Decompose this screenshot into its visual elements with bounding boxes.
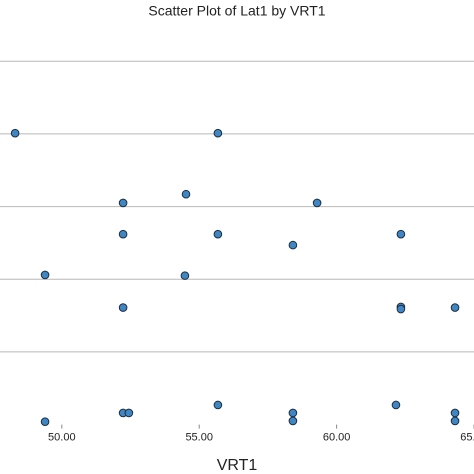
point: [288, 240, 298, 250]
point: [181, 189, 191, 199]
point: [180, 271, 190, 280]
point: [391, 400, 401, 410]
x-tick-label: 55.00: [185, 432, 213, 444]
chart-title: Scatter Plot of Lat1 by VRT1: [148, 3, 325, 19]
point: [288, 416, 298, 426]
point: [118, 198, 128, 208]
point: [213, 400, 223, 410]
point: [396, 304, 406, 314]
point: [213, 229, 223, 239]
point: [40, 417, 50, 426]
point: [10, 128, 20, 138]
x-axis-label: VRT1: [217, 457, 258, 474]
point: [450, 408, 460, 418]
point: [396, 229, 406, 239]
point: [450, 416, 460, 426]
point: [213, 128, 223, 138]
x-tick-label: 50.00: [48, 432, 76, 444]
point: [288, 408, 298, 418]
point: [312, 198, 322, 208]
point: [450, 303, 460, 312]
x-tick-label: 60.00: [323, 432, 351, 444]
point: [124, 408, 134, 418]
point: [118, 229, 128, 239]
x-tick-label: 65.00: [460, 432, 474, 444]
point: [118, 303, 128, 312]
point: [40, 270, 50, 280]
